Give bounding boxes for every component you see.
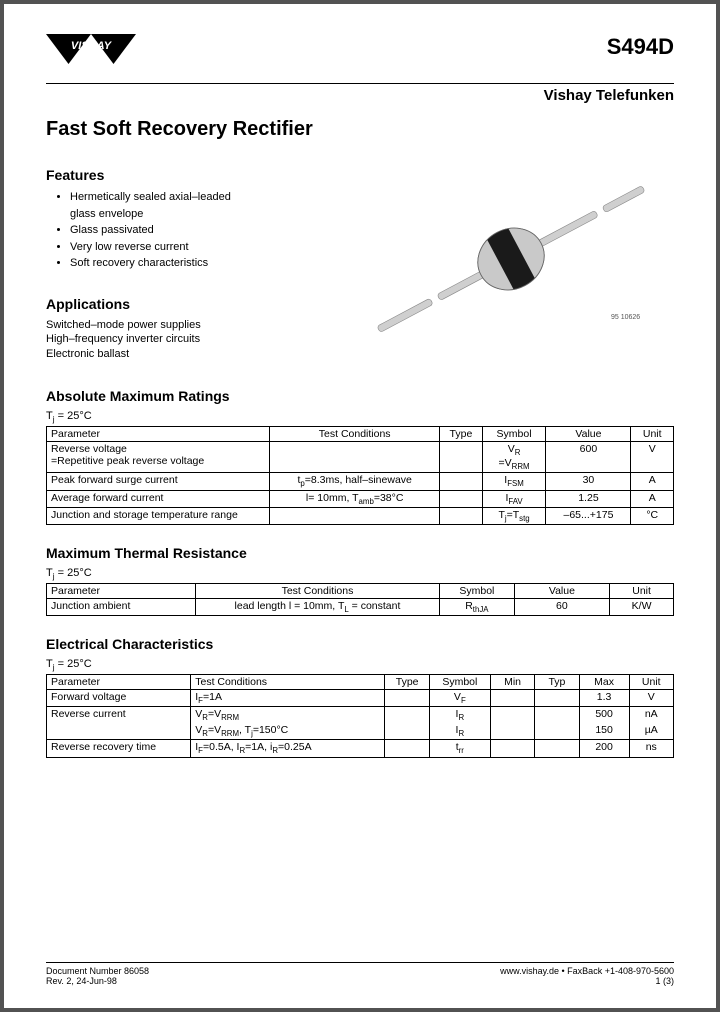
feature-item: Soft recovery characteristics (70, 255, 256, 272)
feature-item: Glass passivated (70, 222, 256, 239)
mtr-tj: Tj = 25°C (46, 567, 674, 581)
vishay-logo: VISHAY (46, 34, 136, 79)
features-list: Hermetically sealed axial–leaded glass e… (46, 189, 256, 272)
footer-rule (46, 962, 674, 963)
table-row: Junction and storage temperature range T… (47, 507, 674, 524)
table-row: Reverse current VR=VRRM IR 500 nA (47, 707, 674, 724)
table-row: Peak forward surge current tp=8.3ms, hal… (47, 473, 674, 490)
table-row: VR=VRRM, Tj=150°C IR 150 µA (47, 723, 674, 740)
doc-number: Document Number 86058 (46, 966, 149, 976)
datasheet-page: VISHAY S494D Vishay Telefunken Fast Soft… (4, 4, 716, 1008)
svg-text:95 10626: 95 10626 (611, 314, 640, 321)
table-row: Reverse voltage=Repetitive peak reverse … (47, 442, 674, 473)
table-row: Reverse recovery time IF=0.5A, IR=1A, iR… (47, 740, 674, 757)
component-diagram: 95 10626 (356, 169, 666, 349)
table-row: Average forward current l= 10mm, Tamb=38… (47, 490, 674, 507)
header-right: S494D (136, 34, 674, 60)
page-title: Fast Soft Recovery Rectifier (46, 118, 674, 141)
mtr-heading: Maximum Thermal Resistance (46, 545, 674, 561)
table-row: Forward voltage IF=1A VF 1.3 V (47, 690, 674, 707)
amr-heading: Absolute Maximum Ratings (46, 388, 674, 404)
page-footer: Document Number 86058 www.vishay.de • Fa… (46, 962, 674, 986)
part-number: S494D (136, 34, 674, 60)
company-name: Vishay Telefunken (46, 87, 674, 104)
ec-table: Parameter Test Conditions Type Symbol Mi… (46, 674, 674, 757)
mtr-table: Parameter Test Conditions Symbol Value U… (46, 583, 674, 616)
feature-item: Hermetically sealed axial–leaded glass e… (70, 189, 256, 222)
header: VISHAY S494D (46, 34, 674, 79)
table-header-row: Parameter Test Conditions Type Symbol Va… (47, 427, 674, 442)
table-header-row: Parameter Test Conditions Type Symbol Mi… (47, 675, 674, 690)
header-rule (46, 83, 674, 84)
doc-rev: Rev. 2, 24-Jun-98 (46, 976, 117, 986)
page-number: 1 (3) (655, 976, 674, 986)
amr-table: Parameter Test Conditions Type Symbol Va… (46, 426, 674, 524)
feature-item: Very low reverse current (70, 239, 256, 256)
svg-text:VISHAY: VISHAY (71, 40, 113, 52)
table-row: Junction ambient lead length l = 10mm, T… (47, 598, 674, 615)
app-line: Electronic ballast (46, 347, 674, 362)
table-header-row: Parameter Test Conditions Symbol Value U… (47, 583, 674, 598)
ec-heading: Electrical Characteristics (46, 636, 674, 652)
footer-url: www.vishay.de • FaxBack +1-408-970-5600 (500, 966, 674, 976)
amr-tj: Tj = 25°C (46, 410, 674, 424)
ec-tj: Tj = 25°C (46, 658, 674, 672)
